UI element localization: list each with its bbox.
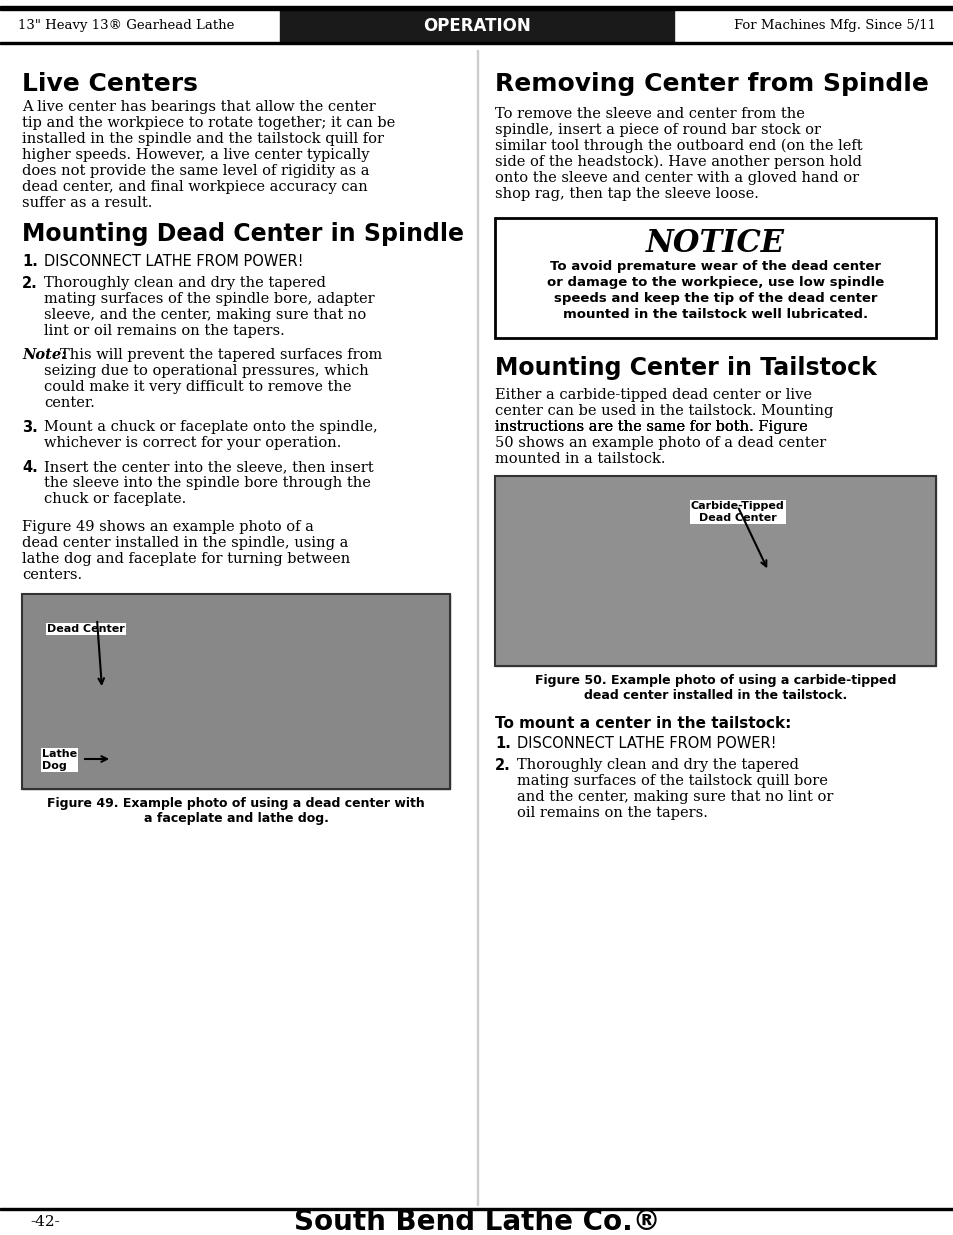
- Text: instructions are the same for both.: instructions are the same for both.: [495, 420, 758, 433]
- Text: OPERATION: OPERATION: [423, 17, 530, 35]
- Text: NOTICE: NOTICE: [645, 228, 784, 259]
- Text: tip and the workpiece to rotate together; it can be: tip and the workpiece to rotate together…: [22, 116, 395, 130]
- Text: Mount a chuck or faceplate onto the spindle,: Mount a chuck or faceplate onto the spin…: [44, 420, 377, 433]
- Text: center.: center.: [44, 396, 94, 410]
- Text: South Bend Lathe Co.®: South Bend Lathe Co.®: [294, 1208, 659, 1235]
- Bar: [22, 594, 450, 789]
- Text: similar tool through the outboard end (on the left: similar tool through the outboard end (o…: [495, 140, 862, 153]
- Text: Dead Center: Dead Center: [47, 624, 125, 634]
- Text: dead center, and final workpiece accuracy can: dead center, and final workpiece accurac…: [22, 180, 367, 194]
- Text: seizing due to operational pressures, which: seizing due to operational pressures, wh…: [44, 364, 369, 378]
- Text: onto the sleeve and center with a gloved hand or: onto the sleeve and center with a gloved…: [495, 170, 859, 185]
- Text: 2.: 2.: [495, 758, 510, 773]
- Bar: [495, 475, 935, 666]
- Bar: [0, 42, 953, 44]
- Text: or damage to the workpiece, use low spindle: or damage to the workpiece, use low spin…: [546, 275, 883, 289]
- Text: center can be used in the tailstock. Mounting: center can be used in the tailstock. Mou…: [495, 404, 833, 417]
- Text: instructions are the same for both. Figure: instructions are the same for both. Figu…: [495, 420, 807, 433]
- Text: centers.: centers.: [22, 568, 82, 582]
- Text: 13" Heavy 13® Gearhead Lathe: 13" Heavy 13® Gearhead Lathe: [18, 20, 234, 32]
- Text: Either a carbide-tipped dead center or live: Either a carbide-tipped dead center or l…: [495, 388, 811, 403]
- Text: Live Centers: Live Centers: [22, 72, 197, 96]
- Text: -42-: -42-: [30, 1215, 60, 1229]
- Text: DISCONNECT LATHE FROM POWER!: DISCONNECT LATHE FROM POWER!: [517, 736, 776, 751]
- Text: Thoroughly clean and dry the tapered: Thoroughly clean and dry the tapered: [517, 758, 798, 772]
- Text: side of the headstock). Have another person hold: side of the headstock). Have another per…: [495, 156, 861, 169]
- Text: For Machines Mfg. Since 5/11: For Machines Mfg. Since 5/11: [733, 20, 935, 32]
- Text: chuck or faceplate.: chuck or faceplate.: [44, 492, 186, 506]
- Text: shop rag, then tap the sleeve loose.: shop rag, then tap the sleeve loose.: [495, 186, 758, 201]
- Text: mounted in the tailstock well lubricated.: mounted in the tailstock well lubricated…: [562, 308, 867, 321]
- Bar: [0, 6, 953, 7]
- Text: 2.: 2.: [22, 275, 38, 291]
- Text: lint or oil remains on the tapers.: lint or oil remains on the tapers.: [44, 324, 284, 338]
- Text: 3.: 3.: [22, 420, 38, 435]
- Text: does not provide the same level of rigidity as a: does not provide the same level of rigid…: [22, 164, 369, 178]
- Text: installed in the spindle and the tailstock quill for: installed in the spindle and the tailsto…: [22, 132, 384, 146]
- Text: dead center installed in the spindle, using a: dead center installed in the spindle, us…: [22, 536, 348, 550]
- Bar: [495, 219, 935, 338]
- Text: sleeve, and the center, making sure that no: sleeve, and the center, making sure that…: [44, 308, 366, 322]
- Text: and the center, making sure that no lint or: and the center, making sure that no lint…: [517, 790, 833, 804]
- Text: To remove the sleeve and center from the: To remove the sleeve and center from the: [495, 107, 804, 121]
- Text: mounted in a tailstock.: mounted in a tailstock.: [495, 452, 665, 466]
- Text: A live center has bearings that allow the center: A live center has bearings that allow th…: [22, 100, 375, 114]
- Text: spindle, insert a piece of round bar stock or: spindle, insert a piece of round bar sto…: [495, 124, 821, 137]
- Text: Mounting Center in Tailstock: Mounting Center in Tailstock: [495, 356, 876, 380]
- Text: DISCONNECT LATHE FROM POWER!: DISCONNECT LATHE FROM POWER!: [44, 254, 303, 269]
- Text: 50 shows an example photo of a dead center: 50 shows an example photo of a dead cent…: [495, 436, 825, 450]
- Bar: [280, 10, 673, 42]
- Text: dead center installed in the tailstock.: dead center installed in the tailstock.: [583, 689, 846, 701]
- Text: speeds and keep the tip of the dead center: speeds and keep the tip of the dead cent…: [553, 291, 877, 305]
- Text: oil remains on the tapers.: oil remains on the tapers.: [517, 806, 707, 820]
- Text: instructions are the same for both. Figure: instructions are the same for both. Figu…: [495, 420, 807, 433]
- Text: could make it very difficult to remove the: could make it very difficult to remove t…: [44, 380, 351, 394]
- Text: mating surfaces of the tailstock quill bore: mating surfaces of the tailstock quill b…: [517, 774, 827, 788]
- Bar: [476, 49, 477, 1205]
- Text: Thoroughly clean and dry the tapered: Thoroughly clean and dry the tapered: [44, 275, 326, 290]
- Text: This will prevent the tapered surfaces from: This will prevent the tapered surfaces f…: [60, 348, 382, 362]
- Text: whichever is correct for your operation.: whichever is correct for your operation.: [44, 436, 341, 450]
- Text: Note:: Note:: [22, 348, 67, 362]
- Text: the sleeve into the spindle bore through the: the sleeve into the spindle bore through…: [44, 475, 371, 490]
- Text: Figure 49 shows an example photo of a: Figure 49 shows an example photo of a: [22, 520, 314, 534]
- Text: suffer as a result.: suffer as a result.: [22, 196, 152, 210]
- Bar: [495, 475, 935, 666]
- Text: Carbide-Tipped
Dead Center: Carbide-Tipped Dead Center: [690, 501, 783, 522]
- Bar: [0, 7, 953, 10]
- Text: 1.: 1.: [495, 736, 511, 751]
- Text: Removing Center from Spindle: Removing Center from Spindle: [495, 72, 928, 96]
- Text: Mounting Dead Center in Spindle: Mounting Dead Center in Spindle: [22, 222, 463, 246]
- Text: a faceplate and lathe dog.: a faceplate and lathe dog.: [143, 811, 328, 825]
- Text: mating surfaces of the spindle bore, adapter: mating surfaces of the spindle bore, ada…: [44, 291, 375, 306]
- Text: 1.: 1.: [22, 254, 38, 269]
- Text: To avoid premature wear of the dead center: To avoid premature wear of the dead cent…: [550, 261, 880, 273]
- Text: Figure 50. Example photo of using a carbide-tipped: Figure 50. Example photo of using a carb…: [535, 674, 895, 687]
- Text: To mount a center in the tailstock:: To mount a center in the tailstock:: [495, 716, 791, 731]
- Text: lathe dog and faceplate for turning between: lathe dog and faceplate for turning betw…: [22, 552, 350, 566]
- Text: Lathe
Dog: Lathe Dog: [42, 748, 77, 771]
- Text: higher speeds. However, a live center typically: higher speeds. However, a live center ty…: [22, 148, 369, 162]
- Bar: [22, 594, 450, 789]
- Bar: [22, 594, 450, 789]
- Text: Insert the center into the sleeve, then insert: Insert the center into the sleeve, then …: [44, 459, 374, 474]
- Bar: [0, 1208, 953, 1210]
- Text: 4.: 4.: [22, 459, 38, 475]
- Text: Figure 49. Example photo of using a dead center with: Figure 49. Example photo of using a dead…: [47, 797, 424, 810]
